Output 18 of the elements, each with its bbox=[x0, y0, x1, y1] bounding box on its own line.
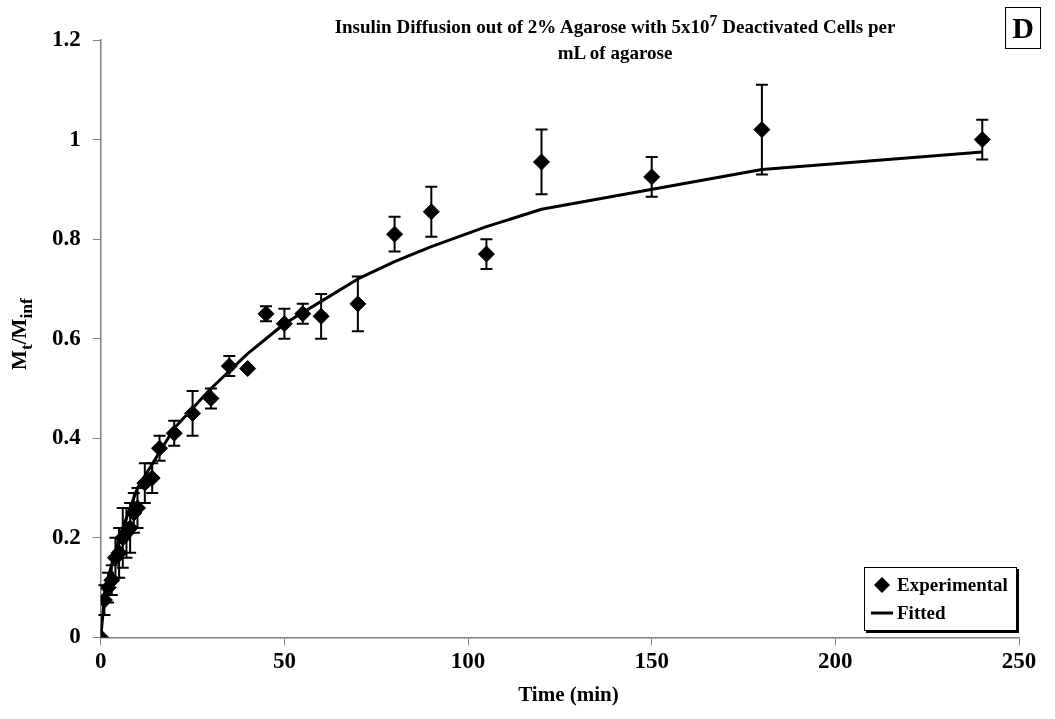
y-tick-label: 0.2 bbox=[52, 523, 81, 549]
x-tick-label: 250 bbox=[1001, 648, 1037, 674]
x-tick-label: 100 bbox=[450, 648, 486, 674]
y-tick-label: 0.6 bbox=[52, 324, 81, 350]
x-tick-label: 150 bbox=[634, 648, 669, 674]
y-tick-label: 0.4 bbox=[52, 424, 82, 450]
x-tick-label: 200 bbox=[818, 648, 853, 674]
y-tick-label: 1 bbox=[69, 125, 81, 151]
x-tick-label: 0 bbox=[95, 648, 107, 674]
legend-label: Experimental bbox=[897, 573, 1008, 598]
chart-title: Insulin Diffusion out of 2% Agarose with 5x10$^{7}$ Deactivated Cells per mL of agarose bbox=[334, 12, 896, 64]
y-tick-label: 0.8 bbox=[52, 225, 81, 251]
y-tick-label: 1.2 bbox=[52, 25, 81, 51]
y-tick-label: 0 bbox=[69, 623, 81, 649]
annotation: D bbox=[1005, 7, 1041, 49]
x-tick-label: 50 bbox=[272, 648, 296, 674]
x-axis-title: Time (min) bbox=[517, 682, 620, 707]
legend-label: Fitted bbox=[897, 601, 946, 626]
